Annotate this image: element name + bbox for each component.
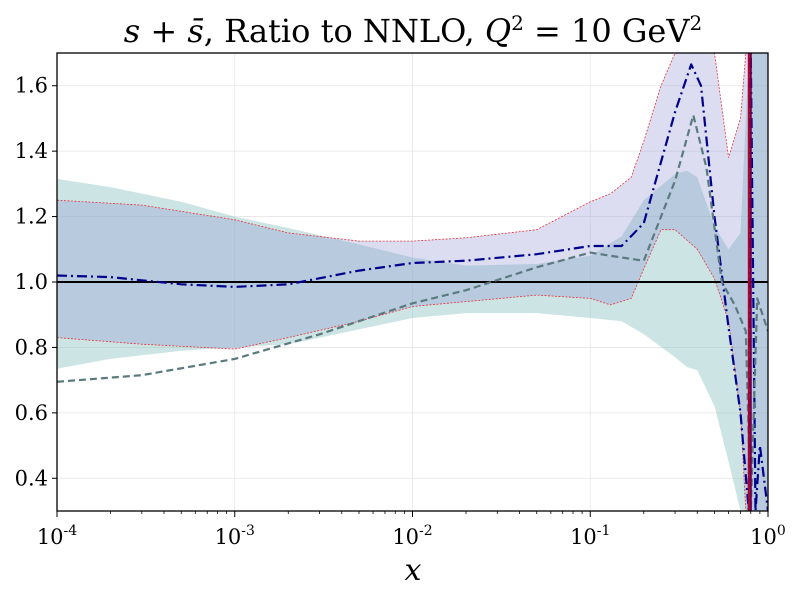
title-unit-exponent: 2 [689, 11, 702, 35]
title-q-exponent: 2 [511, 11, 524, 35]
chart-title: s + s̄, Ratio to NNLO, Q2 = 10 GeV2 [124, 11, 702, 50]
y-tick-label: 1.4 [15, 139, 48, 163]
y-tick-label: 1.6 [15, 74, 48, 98]
y-tick-label: 1.0 [15, 270, 48, 294]
title-q: Q [485, 12, 511, 50]
y-tick-label: 0.6 [15, 401, 48, 425]
x-tick-label: 10-2 [392, 523, 432, 549]
x-axis-label: x [405, 553, 422, 588]
ticks: 0.4 0.6 0.8 1.0 1.2 1.4 1.6 10-4 10-3 10-2 10-1 100 [15, 74, 786, 549]
y-tick-label: 1.2 [15, 205, 48, 229]
x-tick-label: 100 [750, 523, 786, 549]
series-line-2 [57, 114, 768, 511]
x-tick-label: 10-3 [215, 523, 255, 549]
title-lead: s + s̄ [124, 12, 204, 50]
x-tick-label: 10-4 [37, 523, 77, 549]
x-tick-label: 10-1 [570, 523, 610, 549]
band-lower-edge [57, 229, 768, 511]
y-tick-label: 0.4 [15, 466, 48, 490]
band-upper-edge [57, 53, 768, 242]
title-equals: = 10 GeV [524, 12, 691, 50]
title-middle: , Ratio to NNLO, [204, 12, 485, 50]
y-tick-label: 0.8 [15, 335, 48, 359]
data-area [57, 53, 768, 511]
